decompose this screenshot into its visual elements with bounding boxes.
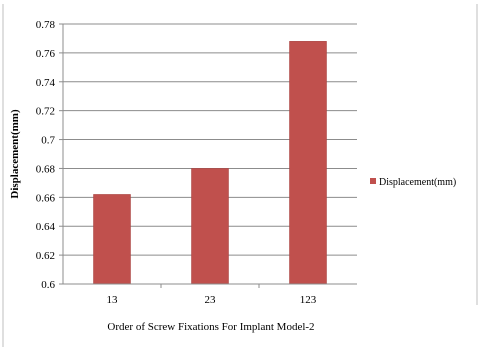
- x-axis-title: Order of Screw Fixations For Implant Mod…: [107, 321, 314, 333]
- x-tick-labels: 13 23 123: [107, 294, 317, 306]
- y-tick-label: 0.6: [41, 279, 55, 291]
- bar-13: [93, 194, 131, 285]
- y-axis-title: Displacement(mm): [9, 109, 21, 199]
- axes: [59, 23, 357, 288]
- x-tick-label: 23: [205, 294, 217, 306]
- y-tick-labels: 0.6 0.62 0.64 0.66 0.68 0.7 0.72 0.74 0.76 0.78: [36, 19, 56, 291]
- x-tick-label: 13: [107, 294, 119, 306]
- x-tick-label: 123: [300, 294, 317, 306]
- y-tick-label: 0.7: [41, 135, 55, 147]
- bar-123: [289, 41, 327, 285]
- y-tick-label: 0.62: [36, 250, 55, 262]
- legend-label: Displacement(mm): [379, 177, 456, 188]
- y-tick-label: 0.74: [36, 77, 56, 89]
- legend-swatch: [370, 178, 376, 184]
- bar-23: [191, 168, 229, 285]
- y-tick-label: 0.72: [36, 106, 55, 118]
- y-tick-label: 0.76: [36, 48, 56, 60]
- bars: [93, 41, 327, 285]
- legend: Displacement(mm): [370, 177, 456, 188]
- y-tick-label: 0.66: [36, 192, 56, 204]
- y-tick-label: 0.68: [36, 163, 56, 175]
- y-tick-label: 0.64: [36, 221, 56, 233]
- y-tick-label: 0.78: [36, 19, 56, 31]
